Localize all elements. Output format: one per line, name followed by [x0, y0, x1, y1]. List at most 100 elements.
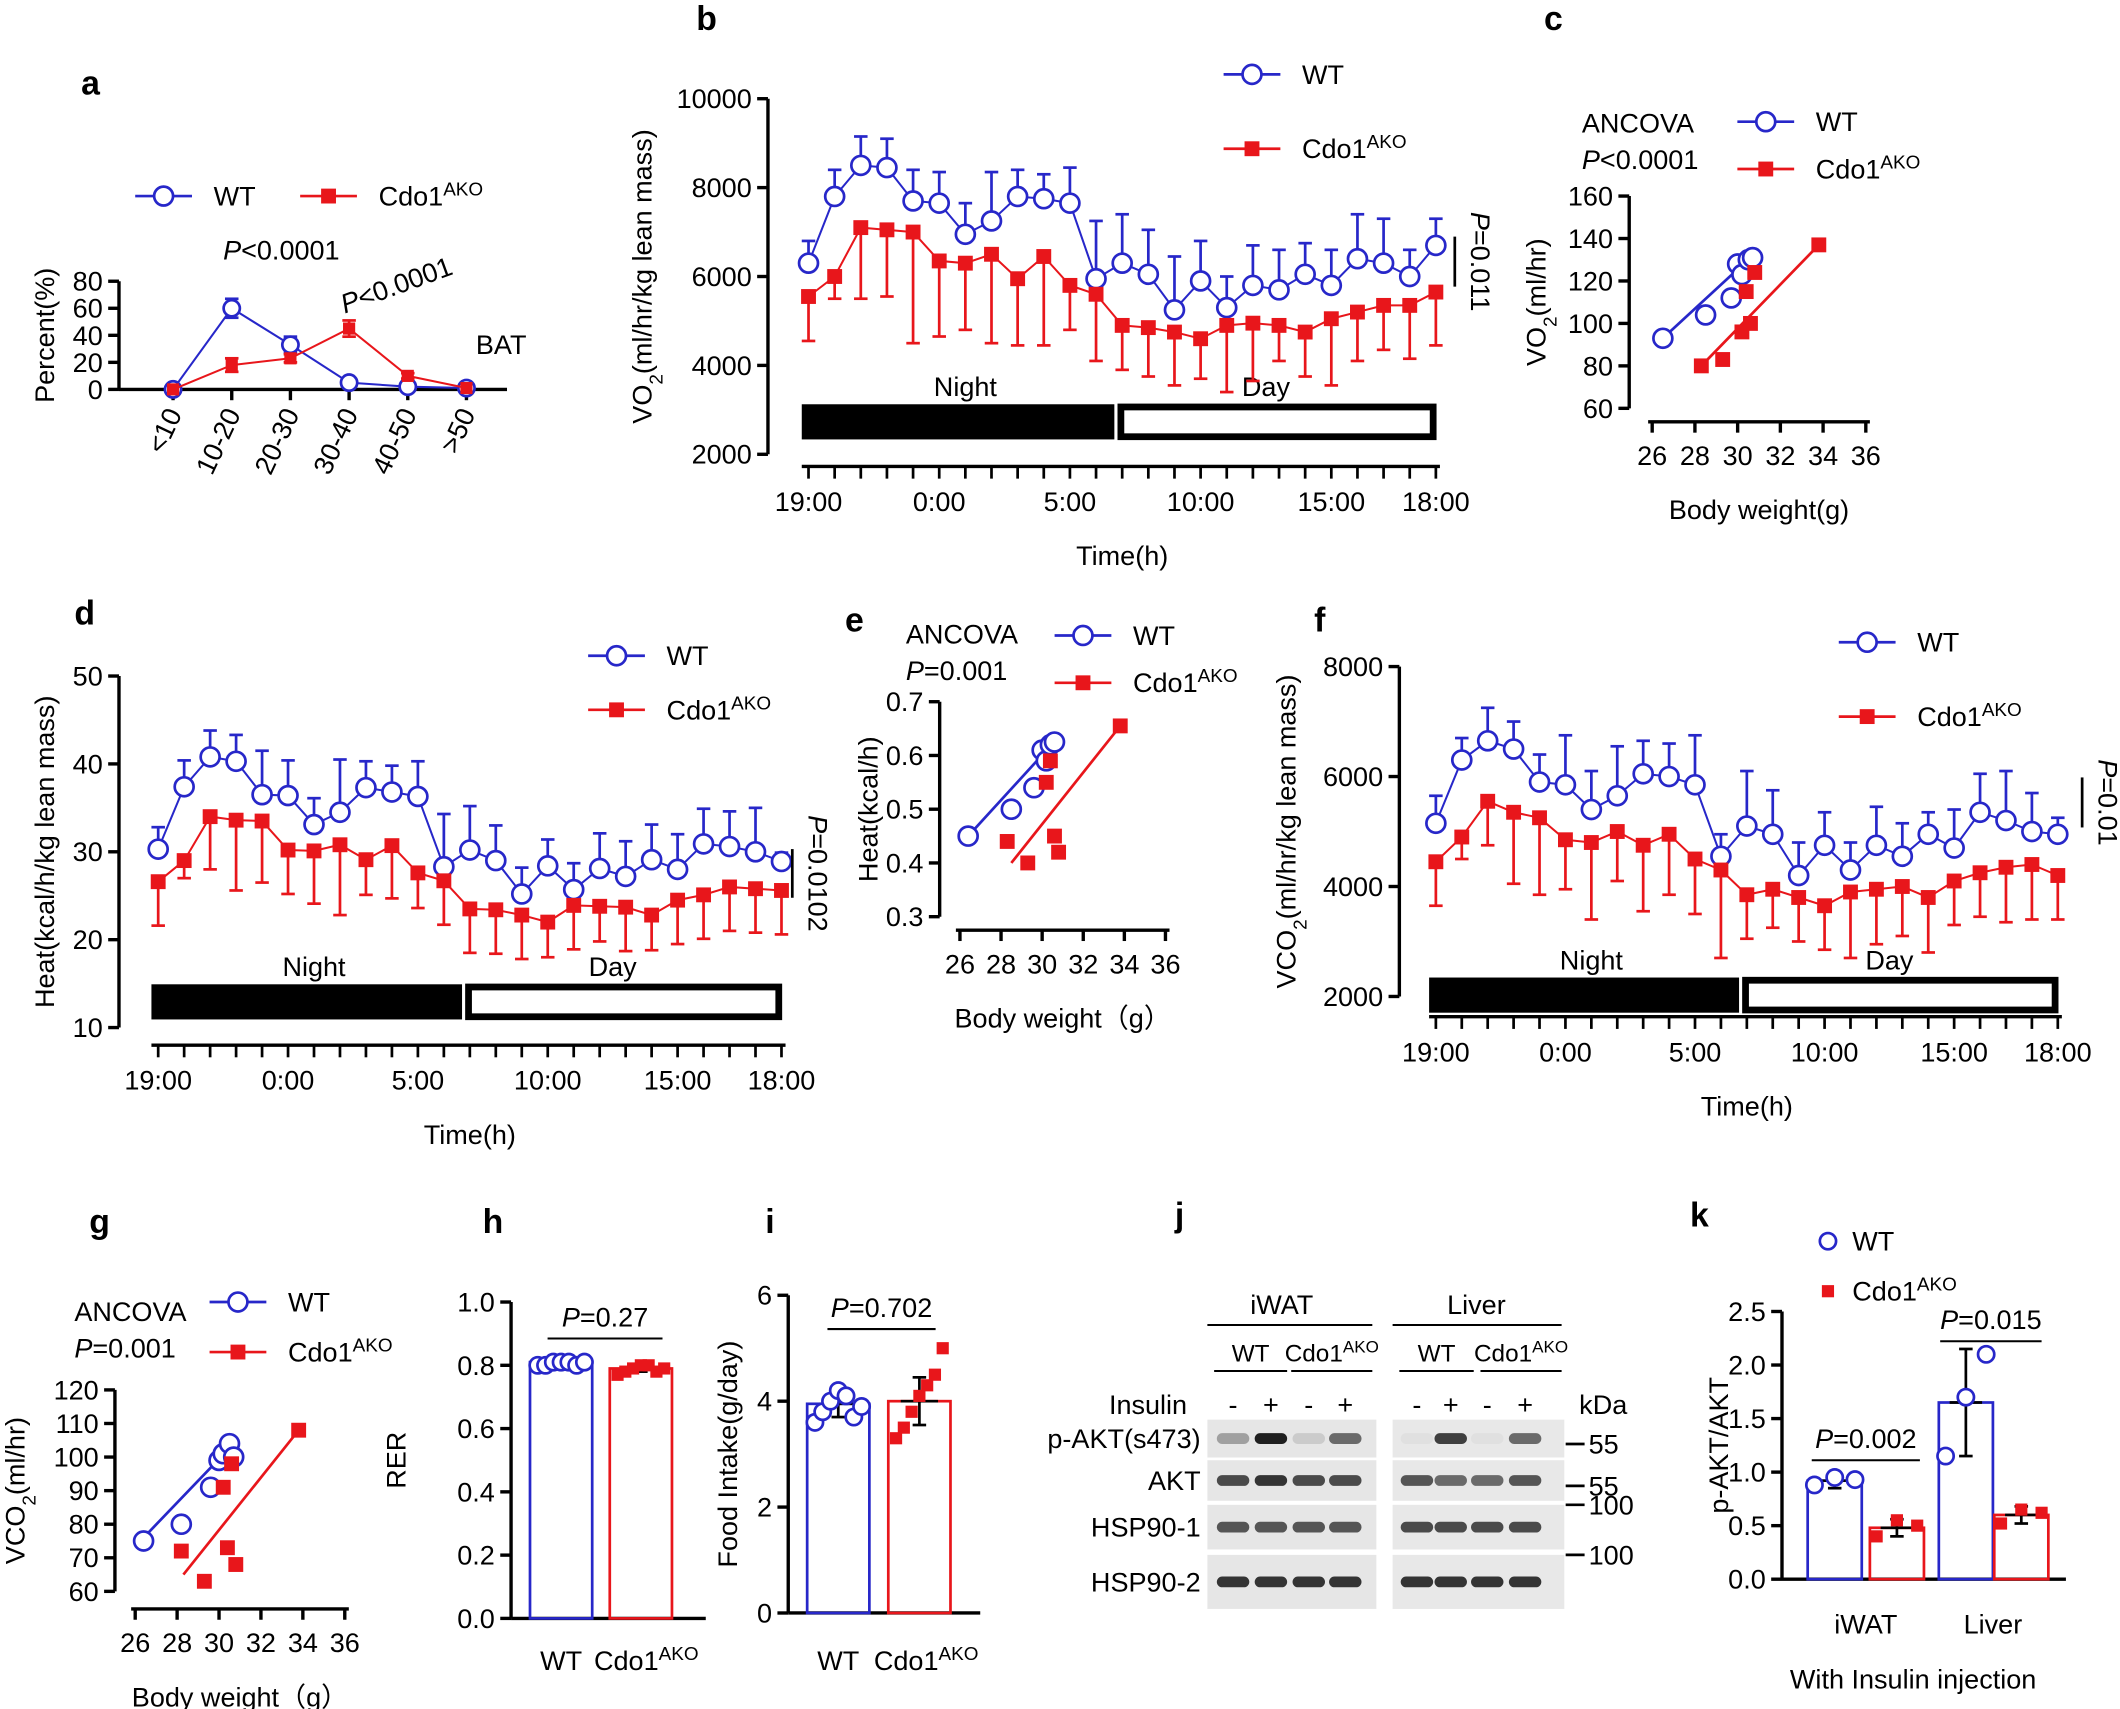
- data-point: [658, 1362, 671, 1375]
- y-axis-label-part: (ml/hr): [1521, 238, 1551, 316]
- x-tick-label: 5:00: [392, 1066, 445, 1096]
- legend-marker: [1818, 1231, 1838, 1251]
- data-point: [1765, 881, 1781, 897]
- x-category-label-part: WT: [540, 1646, 582, 1676]
- data-point: [536, 855, 559, 877]
- y-axis-label-part: p-AKT/AKT: [1704, 1377, 1734, 1514]
- tissue-label: iWAT: [1250, 1290, 1313, 1320]
- data-point: [1372, 252, 1395, 274]
- data-point: [1825, 1468, 1845, 1487]
- day-bar: [1742, 976, 2059, 1014]
- y-tick-label: 0.0: [1728, 1565, 1766, 1595]
- data-point: [1917, 823, 1940, 846]
- data-point: [666, 858, 689, 881]
- data-point: [1346, 247, 1369, 270]
- x-tick-label: 40-50: [366, 404, 422, 479]
- y-tick-label: 160: [1568, 182, 1613, 212]
- insulin-sign: -: [1483, 1390, 1492, 1420]
- protein-band: [1292, 1576, 1325, 1588]
- data-point: [614, 865, 637, 888]
- legend-label: Cdo1AKO: [1133, 666, 1238, 699]
- y-tick-label: 20: [73, 348, 103, 378]
- data-point: [173, 775, 195, 798]
- data-point: [1506, 804, 1522, 820]
- night-label: Night: [282, 952, 346, 982]
- y-tick-label: 2000: [1323, 982, 1383, 1012]
- data-point: [1245, 315, 1261, 331]
- data-point: [1976, 1344, 1996, 1364]
- x-tick-label: >50: [435, 404, 482, 458]
- panel-letter-f: f: [1314, 601, 1326, 639]
- protein-band: [1471, 1433, 1504, 1444]
- data-point: [1787, 864, 1810, 887]
- protein-band: [1400, 1521, 1434, 1533]
- data-point: [1868, 881, 1884, 897]
- y-axis-label: VCO2(ml/hr): [0, 1417, 40, 1564]
- legend-label: Cdo1AKO: [1852, 1274, 1957, 1306]
- protein-band: [1216, 1433, 1250, 1444]
- panel-letter-k: k: [1690, 1196, 1709, 1234]
- data-point: [1865, 834, 1888, 857]
- data-point: [2024, 857, 2040, 872]
- data-point: [696, 887, 712, 903]
- data-point: [1890, 1514, 1903, 1527]
- data-point: [540, 914, 556, 930]
- p-value-annotation: P<0.0001: [337, 251, 457, 319]
- data-point: [1163, 299, 1186, 321]
- x-tick-label: 5:00: [1044, 487, 1097, 517]
- protein-band: [1434, 1521, 1467, 1533]
- data-point: [1694, 304, 1717, 326]
- x-category-label: Cdo1AKO: [594, 1643, 699, 1676]
- x-tick-label: 32: [246, 1628, 276, 1658]
- data-point: [1320, 274, 1343, 297]
- y-axis-label-part: Heat(kcal/h): [853, 736, 883, 882]
- data-point: [1006, 185, 1029, 208]
- x-tick-label: 28: [162, 1628, 192, 1658]
- p-value-label-part: P: [1465, 212, 1495, 230]
- x-category-label-part: Liver: [1964, 1609, 2023, 1639]
- data-point: [343, 322, 356, 335]
- data-point: [1894, 879, 1910, 894]
- x-tick-label: 34: [1109, 949, 1139, 979]
- legend-marker: [230, 1344, 246, 1360]
- legend-marker: [321, 188, 336, 204]
- protein-band: [1216, 1521, 1250, 1533]
- y-tick-label: 0.4: [457, 1477, 495, 1507]
- y-axis-label: VO2(ml/hr): [1521, 238, 1561, 366]
- data-point: [462, 901, 478, 917]
- data-point: [853, 220, 869, 236]
- legend-label-part: AKO: [443, 179, 483, 200]
- genotype-label: Cdo1AKO: [1285, 1337, 1379, 1368]
- legend-label: WT: [214, 182, 256, 212]
- data-point: [1891, 845, 1914, 868]
- insulin-sign: +: [1337, 1390, 1353, 1420]
- legend-marker: [227, 1291, 249, 1313]
- data-point: [1032, 187, 1055, 210]
- data-point: [1051, 844, 1067, 860]
- data-point: [1969, 801, 1991, 824]
- x-axis-label: Time(h): [424, 1120, 516, 1150]
- data-point: [1088, 286, 1104, 302]
- panel-letter-b: b: [696, 0, 717, 38]
- insulin-sign: -: [1412, 1390, 1421, 1420]
- bar: [1806, 1479, 1864, 1581]
- legend-label-part: Cdo1: [1917, 702, 1982, 732]
- fit-line: [182, 1429, 300, 1576]
- genotype-label: WT: [1418, 1341, 1456, 1368]
- data-point: [1376, 297, 1392, 313]
- protein-band: [1400, 1433, 1434, 1444]
- x-category-label-part: Cdo1: [594, 1646, 659, 1676]
- data-point: [1839, 859, 1862, 881]
- kda-label: kDa: [1579, 1390, 1628, 1420]
- y-tick-label: 2: [757, 1493, 772, 1523]
- data-point: [748, 881, 763, 897]
- x-tick-label: 10:00: [1791, 1037, 1859, 1067]
- data-point: [921, 1379, 934, 1392]
- p-value-annotation: P<0.0001: [223, 236, 340, 266]
- y-tick-label: 4000: [692, 351, 752, 381]
- panel-letter-h: h: [483, 1203, 504, 1241]
- y-tick-label: 0.8: [457, 1351, 495, 1381]
- data-point: [1010, 271, 1026, 287]
- p-value-label-part: P: [906, 656, 924, 686]
